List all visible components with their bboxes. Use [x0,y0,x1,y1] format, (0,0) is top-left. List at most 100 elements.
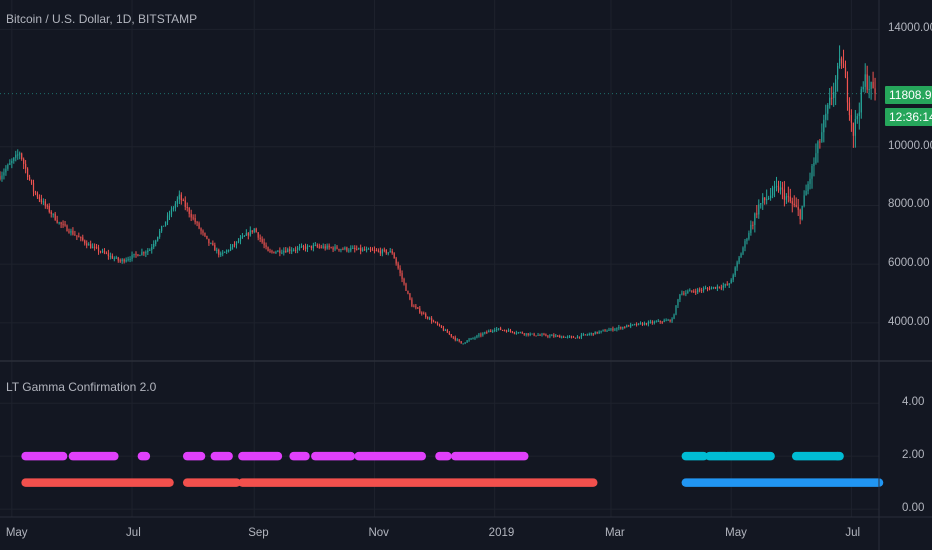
candle-body [86,243,88,246]
candle-body [699,289,701,291]
candle-body [561,336,563,338]
candle-body [52,213,54,215]
candle-body [612,328,614,331]
candle-body [768,197,770,200]
candle-body [732,275,734,280]
time-grid [11,0,852,517]
candle-body [229,247,232,251]
candle-body [90,244,92,249]
candle-body [555,335,557,337]
candle-body [377,250,380,252]
candle-body [809,178,811,184]
candle-body [1,175,3,180]
candle-body [350,248,352,251]
candle-body [5,168,7,173]
candle-body [233,244,236,246]
candle-body [296,247,299,250]
candle-body [54,213,56,221]
candle-body [521,332,523,334]
candle-body [594,331,596,335]
candle-body [78,236,80,238]
candle-body [176,199,178,204]
candle-body [0,176,1,180]
candle-body [62,224,64,226]
candle-body [838,58,841,66]
indicator-title: LT Gamma Confirmation 2.0 [6,380,157,394]
candle-body [769,195,772,198]
candle-body [598,331,600,334]
candle-body [509,330,512,332]
candle-body [462,343,464,345]
candle-body [831,97,833,99]
candle-body [151,247,153,250]
candle-body [143,252,145,254]
candle-body [160,226,163,232]
candle-body [478,334,480,336]
candle-body [253,228,255,232]
candle-body [281,252,283,254]
candle-body [456,339,458,341]
candle-body [738,257,740,263]
candle-body [318,246,320,248]
candle-body [697,289,699,293]
candle-body [216,249,218,251]
candle-body [470,338,472,340]
candle-body [275,251,277,254]
candle-body [440,325,443,328]
candle-body [543,334,545,336]
candle-body [635,324,638,326]
candle-body [184,200,186,207]
candle-body [399,268,401,274]
candle-body [466,340,468,343]
candle-body [115,257,117,259]
candle-body [340,249,342,251]
candle-body [870,81,872,90]
candle-body [344,247,346,250]
candle-body [704,288,707,290]
candle-body [803,195,805,206]
candle-body [243,235,245,237]
candle-body [799,209,801,220]
candle-body [771,187,774,196]
candle-body [781,187,784,190]
candle-body [687,291,689,293]
candle-body [610,328,612,330]
candle-body [93,246,96,248]
time-tick-label: 2019 [488,527,515,539]
candle-body [218,249,220,255]
candle-body [127,259,129,261]
candle-body [434,321,437,323]
candle-body [259,237,261,240]
candle-body [651,321,653,324]
candle-body [76,235,78,237]
candle-body [860,89,862,113]
candle-body [588,333,590,335]
candle-body [192,217,194,219]
time-tick-label: Nov [368,527,389,539]
candle-body [756,213,758,215]
candle-body [742,247,744,254]
candle-body [679,294,681,300]
candle-body [261,239,263,243]
candle-body [513,332,516,334]
candle-body [618,327,620,329]
candle-body [117,257,119,261]
candle-body [683,293,685,295]
candle-body [472,338,474,340]
candle-body [531,333,533,335]
candle-body [109,255,111,257]
candle-body [336,246,338,249]
candle-body [525,333,527,335]
candle-body [324,246,326,249]
candle-body [523,333,525,335]
candle-body [630,324,632,327]
candle-body [68,231,70,233]
candle-body [614,329,616,331]
candle-body [308,245,311,247]
candle-body [204,232,206,236]
candle-body [667,319,669,321]
candle-body [600,330,602,332]
candle-body [346,247,348,251]
candle-body [409,293,411,300]
